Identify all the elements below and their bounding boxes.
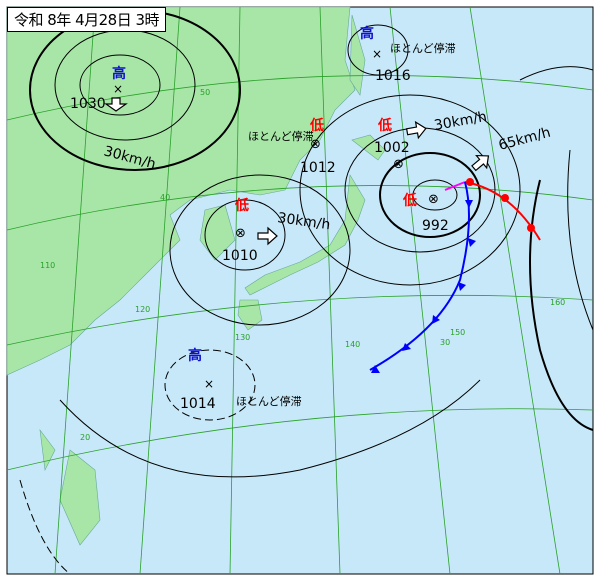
- lon-label: 150: [450, 328, 465, 337]
- grid-labels: 50 40 30 20 110 120 130 140 150 160: [40, 88, 565, 442]
- cold-front-symbols: [371, 200, 476, 373]
- land: [6, 6, 386, 546]
- center-mark-icon: ⊗: [393, 157, 404, 172]
- pressure-value: 1016: [375, 68, 411, 84]
- motion-label: ほとんど停滞: [390, 41, 456, 55]
- lat-label: 20: [80, 433, 90, 442]
- pressure-value: 1014: [180, 396, 216, 412]
- system-labels: 高 × 1030 30km/h 高 × ほとんど停滞 1016 低 ほとんど停滞…: [70, 25, 552, 412]
- lat-label: 40: [160, 193, 170, 202]
- motion-label: ほとんど停滞: [236, 394, 302, 408]
- lon-label: 140: [345, 340, 360, 349]
- arrow-icon: [257, 226, 278, 246]
- pressure-value: 1010: [222, 248, 258, 264]
- lat-label: 50: [200, 88, 210, 97]
- korea: [199, 204, 236, 261]
- low-label: 低: [377, 117, 392, 134]
- pressure-value: 1030: [70, 96, 106, 112]
- center-mark-icon: ×: [372, 47, 382, 61]
- lon-label: 120: [135, 305, 150, 314]
- arrow-icon: [405, 120, 427, 140]
- high-label: 高: [188, 347, 202, 364]
- low-label: 低: [234, 197, 249, 214]
- japan: [244, 134, 386, 296]
- pressure-value: 992: [422, 218, 449, 234]
- pressure-value: 1002: [374, 140, 410, 156]
- arrow-icon: [104, 97, 128, 112]
- warm-front-symbols: [466, 178, 535, 232]
- center-mark-icon: ⊗: [235, 226, 246, 241]
- center-mark-icon: ⊗: [428, 192, 439, 207]
- map-title: 令和 8年 4月28日 3時: [7, 7, 167, 32]
- lat-label: 30: [440, 338, 450, 347]
- lon-label: 130: [235, 333, 250, 342]
- occluded-front: [444, 181, 466, 191]
- arrow-icon: [471, 154, 490, 172]
- center-mark-icon: ×: [113, 82, 123, 96]
- motion-label: 30km/h: [276, 210, 331, 233]
- pressure-value: 1012: [300, 160, 336, 176]
- low-label: 低: [309, 117, 324, 134]
- high-label: 高: [360, 25, 374, 42]
- center-mark-icon: ×: [204, 377, 214, 391]
- motion-label: ほとんど停滞: [248, 129, 314, 143]
- high-label: 高: [112, 65, 126, 82]
- lon-label: 110: [40, 261, 55, 270]
- low-label: 低: [402, 192, 417, 209]
- lon-label: 160: [550, 298, 565, 307]
- motion-arrows: [104, 97, 490, 246]
- center-mark-icon: ⊗: [310, 137, 321, 152]
